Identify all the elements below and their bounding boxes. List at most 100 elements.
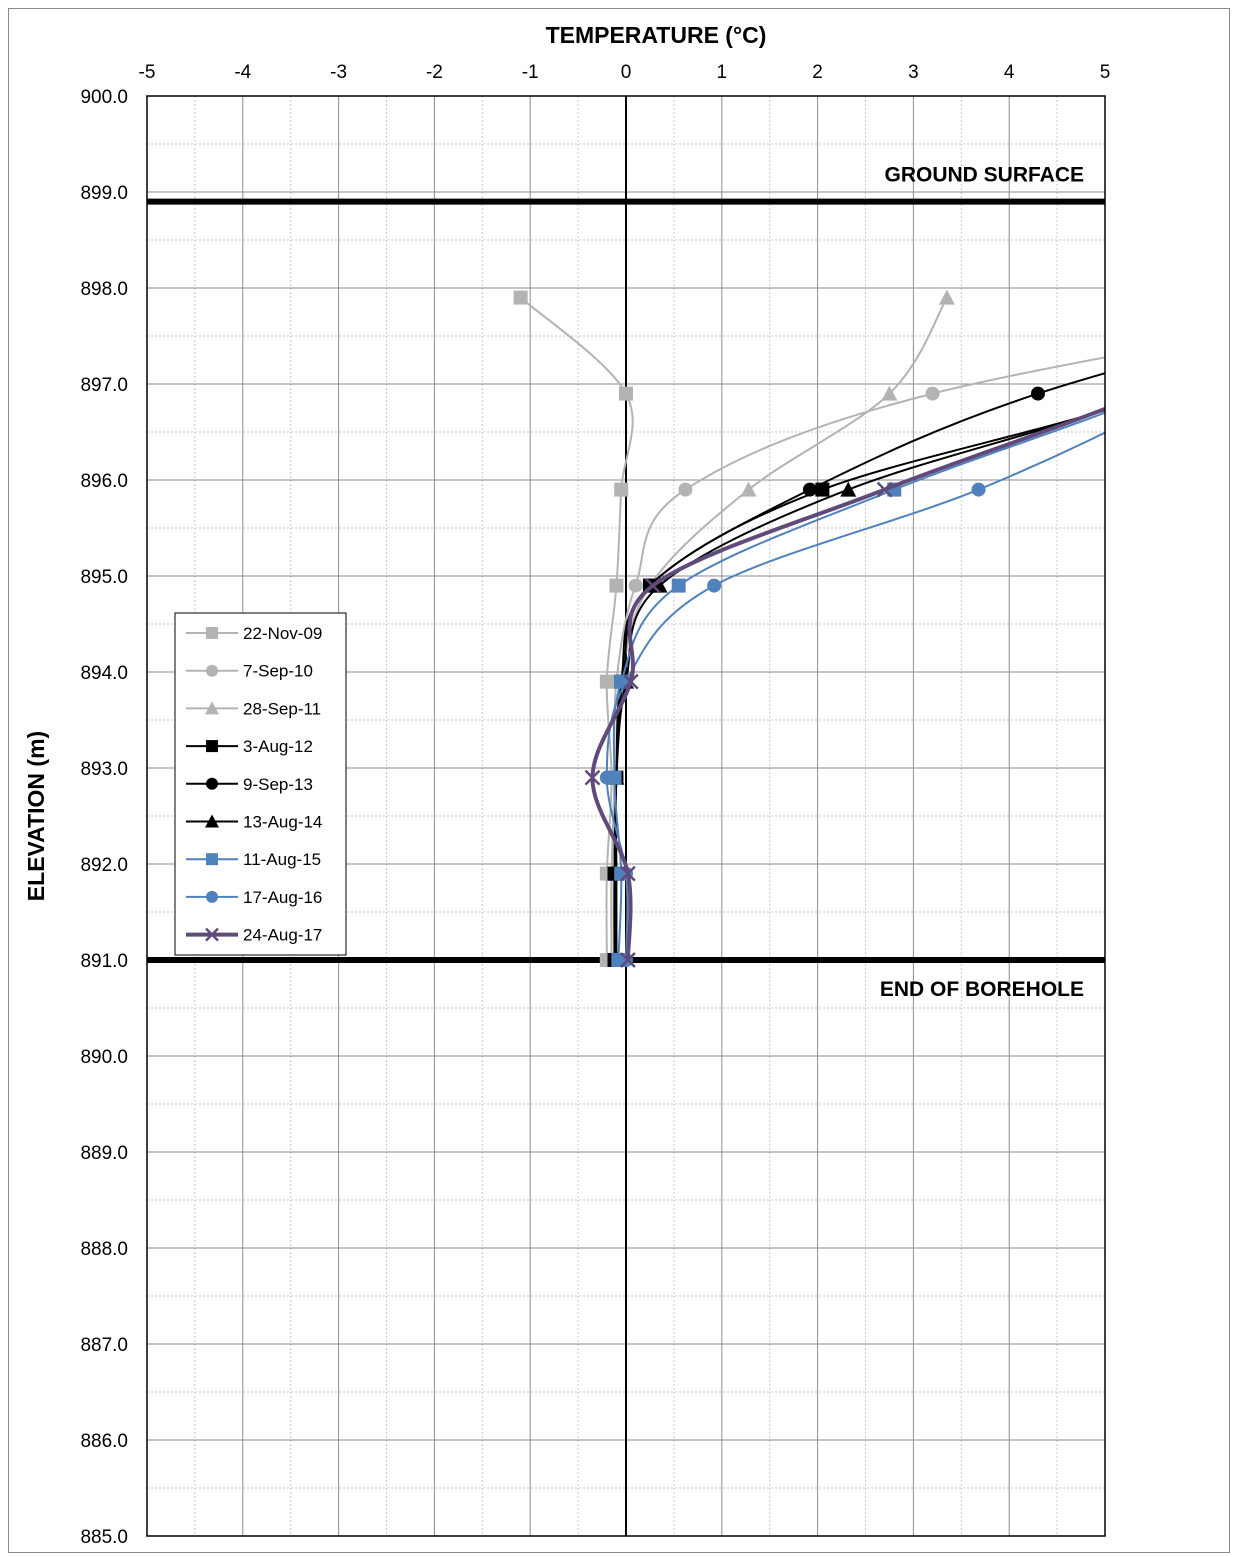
x-tick-label: 1	[717, 62, 728, 83]
y-tick-label: 887.0	[80, 1335, 128, 1356]
legend-item: 7-Sep-10	[186, 662, 313, 681]
legend-marker	[206, 627, 218, 639]
data-point	[1146, 387, 1160, 401]
data-point	[619, 386, 633, 401]
legend-marker	[206, 664, 218, 677]
reference-lines: GROUND SURFACE END OF BOREHOLE	[147, 164, 1105, 1001]
y-tick-label: 889.0	[80, 1143, 128, 1164]
legend-label: 3-Aug-12	[243, 737, 313, 756]
y-tick-label: 893.0	[80, 759, 128, 780]
y-tick-label: 898.0	[80, 279, 128, 300]
data-point	[678, 482, 693, 497]
data-point	[671, 578, 686, 593]
y-tick-label: 886.0	[80, 1431, 128, 1452]
series-7-Sep-10	[604, 356, 1105, 967]
x-tick-label: 2	[812, 62, 823, 83]
data-point	[938, 289, 955, 305]
data-point	[599, 674, 614, 689]
data-point	[513, 290, 528, 305]
y-tick-label: 890.0	[80, 1047, 128, 1068]
y-tick-label: 888.0	[80, 1239, 128, 1260]
legend-label: 28-Sep-11	[243, 699, 321, 718]
x-tick-label: -1	[522, 62, 539, 83]
legend-marker	[205, 927, 219, 942]
y-tick-label: 891.0	[80, 951, 128, 972]
series-11-Aug-15	[607, 387, 1160, 967]
series-line	[613, 409, 1105, 961]
y-tick-label: 900.0	[80, 87, 128, 108]
x-tick-label: 0	[621, 62, 632, 83]
y-tick-label: 892.0	[80, 855, 128, 876]
reference-line-label: END OF BOREHOLE	[880, 978, 1084, 1001]
series-22-Nov-09	[513, 290, 634, 967]
series-17-Aug-16	[599, 387, 1189, 967]
legend-item: 13-Aug-14	[186, 813, 322, 832]
data-point	[628, 578, 643, 593]
data-point	[620, 952, 636, 968]
legend-label: 24-Aug-17	[243, 926, 322, 945]
series-line	[612, 411, 1105, 961]
x-tick-label: -5	[139, 62, 156, 83]
x-axis-title: TEMPERATURE (°C)	[546, 22, 767, 48]
series-9-Sep-13	[607, 372, 1105, 967]
chart-frame	[8, 8, 1230, 1553]
data-point	[815, 482, 830, 497]
legend-item: 11-Aug-15	[186, 850, 321, 869]
data-point	[881, 385, 898, 401]
series-line	[614, 409, 1105, 960]
y-axis-title: ELEVATION (m)	[23, 731, 49, 901]
data-point	[614, 482, 629, 497]
data-point	[971, 482, 986, 497]
series-layer	[513, 289, 1189, 968]
legend-label: 11-Aug-15	[243, 850, 321, 869]
data-point	[707, 578, 722, 593]
series-line	[613, 372, 1105, 961]
y-tick-label: 894.0	[80, 663, 128, 684]
x-tick-label: -4	[234, 62, 251, 83]
x-tick-label: -3	[330, 62, 347, 83]
legend-label: 7-Sep-10	[243, 662, 313, 681]
legend-label: 13-Aug-14	[243, 813, 322, 832]
x-tick-label: -2	[426, 62, 443, 83]
legend-marker	[206, 890, 218, 903]
data-point	[609, 578, 624, 593]
data-point	[925, 386, 940, 401]
series-13-Aug-14	[608, 386, 1161, 967]
series-28-Sep-11	[603, 289, 955, 967]
y-tick-label: 895.0	[80, 567, 128, 588]
legend-label: 9-Sep-13	[243, 775, 313, 794]
data-point	[840, 481, 857, 497]
y-tick-labels: 900.0 899.0 898.0 897.0 896.0 895.0 894.0 893.0…	[80, 87, 128, 1548]
y-tick-label: 899.0	[80, 183, 128, 204]
legend-marker	[206, 777, 218, 790]
series-24-Aug-17	[584, 406, 1105, 968]
data-point	[1030, 386, 1045, 401]
data-point	[1146, 387, 1160, 401]
y-tick-label: 896.0	[80, 471, 128, 492]
x-tick-labels: -5 -4 -3 -2 -1 0 1 2 3 4 5	[139, 62, 1111, 83]
legend-marker	[206, 740, 218, 753]
series-3-Aug-12	[607, 387, 1160, 967]
legend-label: 22-Nov-09	[243, 624, 322, 643]
x-tick-label: 5	[1100, 62, 1111, 83]
data-point	[644, 577, 661, 594]
x-tick-label: 3	[908, 62, 919, 83]
plot-border	[146, 95, 1106, 1537]
legend-marker	[206, 853, 218, 866]
legend-item: 3-Aug-12	[186, 737, 313, 756]
legend-item: 22-Nov-09	[186, 624, 322, 643]
legend-label: 17-Aug-16	[243, 888, 322, 907]
legend-item: 9-Sep-13	[186, 775, 313, 794]
data-point	[1145, 386, 1161, 401]
data-point	[1175, 387, 1189, 401]
legend-marker	[205, 814, 219, 828]
legend: 22-Nov-09 7-Sep-10 28-Sep-11 3-Aug-12 9-Sep-…	[174, 612, 347, 956]
data-point	[620, 865, 636, 882]
data-point	[584, 769, 601, 786]
series-line	[610, 356, 1105, 961]
legend-item: 24-Aug-17	[186, 926, 322, 945]
minor-gridlines	[147, 96, 1105, 1536]
x-tick-label: 4	[1004, 62, 1015, 83]
series-line	[610, 297, 948, 961]
